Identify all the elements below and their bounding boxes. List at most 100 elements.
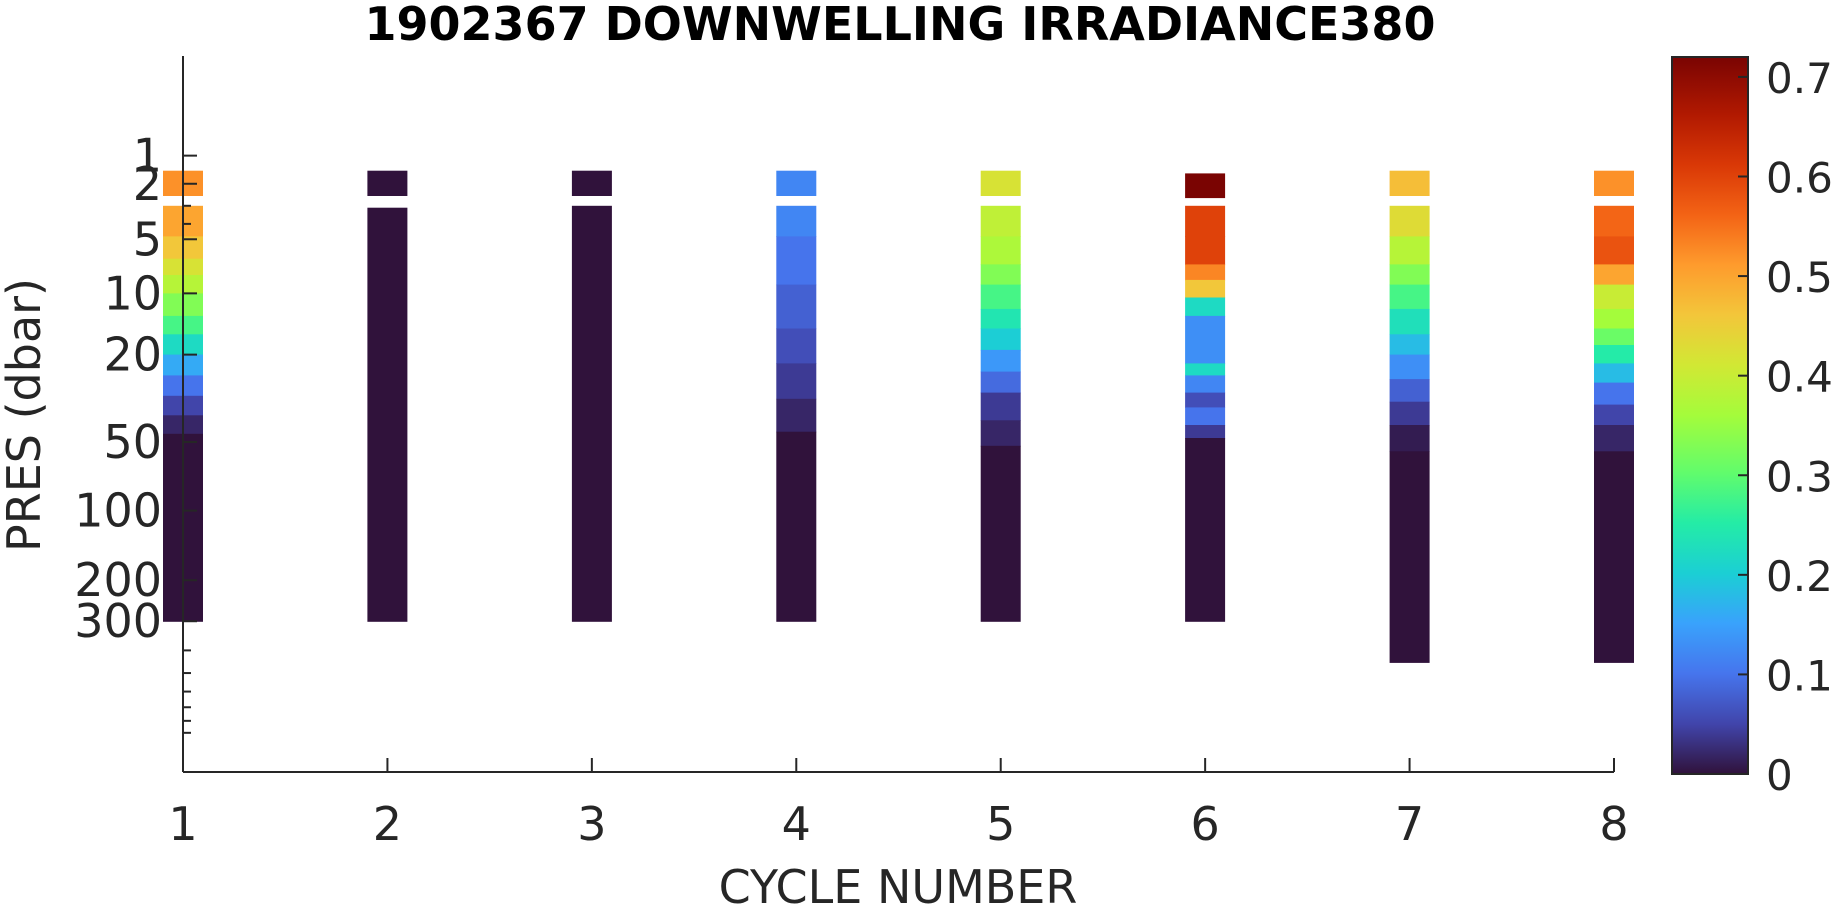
profile-cell: [776, 205, 817, 237]
profile-cell: [1389, 334, 1430, 356]
colorbar-tick-label: 0.7: [1766, 54, 1833, 103]
profile-cell: [1389, 284, 1430, 310]
profile-cell: [1185, 425, 1226, 439]
y-tick-label: 5: [133, 212, 162, 266]
profile-cell: [980, 420, 1021, 447]
profile-cell: [1185, 392, 1226, 408]
x-tick-label: 5: [986, 797, 1015, 851]
profile-cell: [1185, 279, 1226, 299]
profile-cell: [1185, 375, 1226, 394]
profile-cell: [1389, 308, 1430, 335]
profile-cell: [1185, 297, 1226, 317]
profile-cell: [1185, 205, 1226, 237]
profile-cell: [1389, 354, 1430, 380]
colorbar-ticks: 0 0.1 0.2 0.3 0.4 0.5 0.6 0.7: [1738, 54, 1833, 800]
profile-cell: [776, 284, 817, 330]
profile-bars: [163, 170, 1634, 663]
profile-cell: [776, 236, 817, 286]
y-tick-label: 1: [133, 129, 162, 183]
x-tick-label: 7: [1395, 797, 1424, 851]
y-axis-label: PRES (dbar): [0, 278, 51, 552]
profile-cycle-3: [571, 170, 612, 622]
profile-cell: [1594, 345, 1634, 365]
profile-cell: [1594, 451, 1634, 663]
profile-cycle-2: [367, 170, 408, 622]
profile-cell: [571, 170, 612, 196]
profile-cell: [1594, 308, 1634, 330]
y-tick-label: 2: [133, 157, 162, 211]
profile-cell: [1594, 264, 1634, 286]
profile-cell: [1389, 205, 1430, 237]
profile-cell: [571, 205, 612, 622]
y-tick-label: 50: [103, 415, 162, 469]
profile-cell: [1594, 236, 1634, 266]
colorbar-tick-label: 0.1: [1766, 651, 1833, 700]
profile-cell: [1185, 315, 1226, 365]
profile-cell: [776, 363, 817, 400]
profile-cell: [980, 445, 1021, 622]
profile-cell: [367, 207, 408, 622]
profile-cell: [367, 170, 408, 196]
profile-cell: [1594, 205, 1634, 237]
profile-cell: [1594, 404, 1634, 426]
profile-cell: [1389, 425, 1430, 452]
colorbar-gradient: [1671, 56, 1749, 775]
profile-cell: [980, 308, 1021, 330]
colorbar-tick-label: 0.5: [1766, 253, 1833, 302]
x-ticks: 1 2 3 4 5 6 7 8: [168, 758, 1629, 851]
profile-cell: [776, 398, 817, 433]
profile-cell: [1594, 425, 1634, 452]
profile-cell: [980, 284, 1021, 310]
y-tick-label: 10: [103, 266, 162, 320]
profile-cycle-7: [1389, 170, 1430, 663]
profile-cell: [1185, 438, 1226, 622]
profile-cell: [1389, 451, 1430, 663]
profile-cell: [980, 236, 1021, 266]
profile-cell: [776, 431, 817, 622]
profile-cell: [1185, 173, 1226, 199]
profile-cycle-8: [1594, 170, 1634, 663]
profile-cell: [980, 170, 1021, 196]
x-tick-label: 3: [577, 797, 606, 851]
profile-cell: [1185, 264, 1226, 281]
chart-title: 1902367 DOWNWELLING IRRADIANCE380: [365, 0, 1436, 51]
profile-cell: [1389, 264, 1430, 286]
profile-cell: [1594, 170, 1634, 196]
profile-cell: [1185, 363, 1226, 376]
x-tick-label: 6: [1191, 797, 1220, 851]
profile-cell: [980, 349, 1021, 373]
colorbar-tick-label: 0.3: [1766, 452, 1833, 501]
y-tick-label: 100: [74, 484, 162, 538]
y-tick-label: 200: [74, 553, 162, 607]
x-tick-label: 8: [1599, 797, 1628, 851]
y-tick-label: 20: [103, 328, 162, 382]
colorbar-tick-label: 0.6: [1766, 154, 1833, 203]
x-axis-label: CYCLE NUMBER: [719, 860, 1078, 909]
profile-cell: [1389, 379, 1430, 403]
profile-cell: [1185, 407, 1226, 426]
profile-cell: [1389, 236, 1430, 266]
y-tick-label: 300: [74, 594, 162, 648]
profile-cell: [1185, 236, 1226, 266]
x-tick-label: 1: [168, 797, 197, 851]
profile-cell: [776, 170, 817, 196]
profile-cycle-6: [1185, 173, 1226, 622]
profile-cell: [776, 328, 817, 364]
axes: [182, 56, 1614, 773]
profile-cell: [980, 371, 1021, 394]
colorbar-tick-label: 0: [1766, 751, 1793, 800]
x-tick-label: 4: [782, 797, 811, 851]
x-tick-label: 2: [373, 797, 402, 851]
profile-cell: [1594, 363, 1634, 384]
profile-cell: [1389, 170, 1430, 196]
colorbar: 0 0.1 0.2 0.3 0.4 0.5 0.6 0.7: [1671, 54, 1833, 800]
colorbar-tick-label: 0.4: [1766, 353, 1833, 402]
profile-cycle-4: [776, 170, 817, 622]
profile-cell: [980, 264, 1021, 286]
profile-cell: [980, 328, 1021, 351]
profile-cell: [980, 392, 1021, 421]
profile-cell: [980, 205, 1021, 237]
